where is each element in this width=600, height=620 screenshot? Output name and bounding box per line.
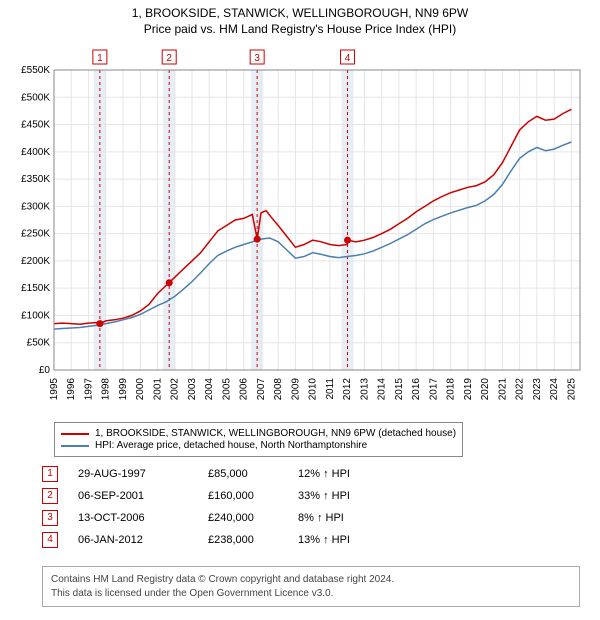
- svg-text:£300K: £300K: [21, 201, 50, 212]
- event-marker-number: 3: [42, 510, 58, 526]
- svg-text:£100K: £100K: [21, 310, 50, 321]
- svg-text:2006: 2006: [239, 378, 250, 401]
- sale-event-row: 1 29-AUG-1997£85,00012% ↑ HPI: [42, 466, 388, 488]
- svg-text:2017: 2017: [428, 378, 439, 401]
- svg-text:2011: 2011: [325, 378, 336, 400]
- footer-line-1: Contains HM Land Registry data © Crown c…: [51, 573, 571, 587]
- svg-text:2003: 2003: [187, 378, 198, 401]
- svg-text:2012: 2012: [342, 378, 353, 401]
- legend: 1, BROOKSIDE, STANWICK, WELLINGBOROUGH, …: [54, 422, 463, 457]
- event-pct-vs-hpi: 8% ↑ HPI: [298, 512, 388, 524]
- legend-item: 1, BROOKSIDE, STANWICK, WELLINGBOROUGH, …: [61, 428, 456, 439]
- svg-text:2021: 2021: [497, 378, 508, 401]
- event-marker-number: 1: [42, 466, 58, 482]
- page: 1, BROOKSIDE, STANWICK, WELLINGBOROUGH, …: [0, 0, 600, 620]
- svg-text:2009: 2009: [290, 378, 301, 401]
- event-marker-number: 2: [42, 488, 58, 504]
- svg-text:£400K: £400K: [21, 147, 50, 158]
- svg-text:1997: 1997: [83, 378, 94, 401]
- svg-text:£200K: £200K: [21, 256, 50, 267]
- svg-text:2004: 2004: [204, 378, 215, 401]
- event-price: £240,000: [208, 512, 298, 524]
- svg-text:£0: £0: [39, 365, 51, 376]
- svg-text:2022: 2022: [515, 378, 526, 401]
- svg-text:2018: 2018: [446, 378, 457, 401]
- event-date: 29-AUG-1997: [78, 468, 208, 480]
- svg-text:£500K: £500K: [21, 92, 50, 103]
- svg-text:2000: 2000: [135, 378, 146, 401]
- svg-text:1: 1: [97, 53, 103, 64]
- title-address: 1, BROOKSIDE, STANWICK, WELLINGBOROUGH, …: [0, 6, 600, 20]
- svg-text:1999: 1999: [118, 378, 129, 401]
- chart-area: £0 £50K £100K £150K £200K £250K £300K £350K £400…: [10, 44, 590, 414]
- svg-text:£250K: £250K: [21, 229, 50, 240]
- legend-label: 1, BROOKSIDE, STANWICK, WELLINGBOROUGH, …: [95, 428, 456, 439]
- svg-text:2010: 2010: [308, 378, 319, 401]
- svg-text:2002: 2002: [170, 378, 181, 401]
- event-price: £160,000: [208, 490, 298, 502]
- svg-text:2001: 2001: [152, 378, 163, 401]
- svg-text:2025: 2025: [566, 378, 577, 401]
- sale-event-row: 4 06-JAN-2012£238,00013% ↑ HPI: [42, 532, 388, 554]
- svg-text:2013: 2013: [359, 378, 370, 401]
- footer-line-2: This data is licensed under the Open Gov…: [51, 587, 571, 601]
- svg-text:2005: 2005: [221, 378, 232, 401]
- event-price: £238,000: [208, 534, 298, 546]
- svg-text:1996: 1996: [66, 378, 77, 401]
- svg-text:3: 3: [254, 53, 260, 64]
- event-pct-vs-hpi: 33% ↑ HPI: [298, 490, 388, 502]
- legend-label: HPI: Average price, detached house, Nort…: [95, 440, 367, 451]
- svg-text:2023: 2023: [532, 378, 543, 401]
- legend-item: HPI: Average price, detached house, Nort…: [61, 440, 456, 451]
- svg-text:2019: 2019: [463, 378, 474, 401]
- legend-swatch: [61, 445, 89, 447]
- svg-text:2007: 2007: [256, 378, 267, 401]
- sale-event-row: 3 13-OCT-2006£240,0008% ↑ HPI: [42, 510, 388, 532]
- event-pct-vs-hpi: 12% ↑ HPI: [298, 468, 388, 480]
- svg-text:£550K: £550K: [21, 65, 50, 76]
- svg-text:£50K: £50K: [27, 338, 51, 349]
- attribution-footer: Contains HM Land Registry data © Crown c…: [42, 566, 580, 607]
- title-subtitle: Price paid vs. HM Land Registry's House …: [0, 22, 600, 36]
- svg-text:2016: 2016: [411, 378, 422, 401]
- event-date: 06-JAN-2012: [78, 534, 208, 546]
- event-date: 13-OCT-2006: [78, 512, 208, 524]
- legend-swatch: [61, 433, 89, 435]
- event-marker-number: 4: [42, 532, 58, 548]
- svg-text:2024: 2024: [549, 378, 560, 401]
- title-block: 1, BROOKSIDE, STANWICK, WELLINGBOROUGH, …: [0, 0, 600, 36]
- svg-text:2015: 2015: [394, 378, 405, 401]
- svg-text:£450K: £450K: [21, 120, 50, 131]
- svg-text:4: 4: [345, 53, 351, 64]
- event-pct-vs-hpi: 13% ↑ HPI: [298, 534, 388, 546]
- event-date: 06-SEP-2001: [78, 490, 208, 502]
- svg-text:2014: 2014: [377, 378, 388, 401]
- price-chart: £0 £50K £100K £150K £200K £250K £300K £350K £400…: [10, 44, 590, 414]
- sale-event-row: 2 06-SEP-2001£160,00033% ↑ HPI: [42, 488, 388, 510]
- svg-text:2: 2: [166, 53, 172, 64]
- sales-events-table: 1 29-AUG-1997£85,00012% ↑ HPI 2 06-SEP-2001…: [42, 466, 388, 554]
- event-price: £85,000: [208, 468, 298, 480]
- svg-text:1998: 1998: [101, 378, 112, 401]
- svg-text:2008: 2008: [273, 378, 284, 401]
- svg-text:£150K: £150K: [21, 283, 50, 294]
- svg-text:£350K: £350K: [21, 174, 50, 185]
- svg-text:2020: 2020: [480, 378, 491, 401]
- svg-text:1995: 1995: [49, 378, 60, 401]
